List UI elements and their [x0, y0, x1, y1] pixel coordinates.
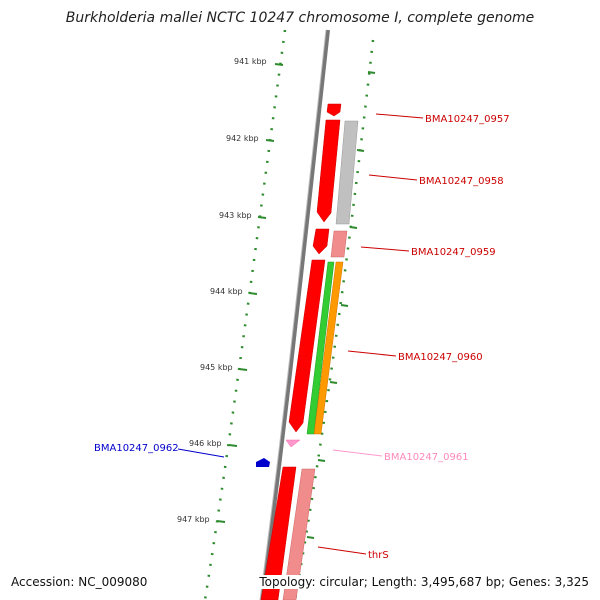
gene-feature-0957[interactable] [326, 103, 342, 117]
gene-features [256, 103, 359, 600]
minor-tick [317, 459, 326, 462]
gene-feature-0961[interactable] [285, 439, 301, 448]
gene-feature-0960-orange[interactable] [313, 261, 344, 435]
minor-tick [349, 226, 358, 229]
gene-feature-thrs-inner[interactable] [260, 466, 297, 600]
scale-tick [274, 63, 284, 66]
inner-dotted-track [203, 29, 287, 600]
scale-tick [238, 368, 248, 371]
minor-tick [340, 304, 349, 307]
minor-tick [367, 71, 376, 74]
scale-tick-label: 943 kbp [219, 211, 252, 220]
leader-line-0961 [332, 449, 383, 457]
leader-line-0957 [375, 113, 424, 119]
gene-label-thrs[interactable]: thrS [368, 550, 389, 561]
scale-tick [216, 520, 226, 523]
scale-tick-label: 941 kbp [234, 57, 267, 66]
gene-label-0959[interactable]: BMA10247_0959 [411, 247, 496, 258]
gene-feature-0958-outer[interactable] [335, 120, 359, 225]
scale-tick-label: 947 kbp [177, 515, 210, 524]
scale-ticks: 941 kbp 942 kbp 943 kbp 944 kbp 945 kbp … [177, 57, 376, 539]
scale-tick-label: 944 kbp [210, 287, 243, 296]
genome-summary: Topology: circular; Length: 3,495,687 bp… [256, 575, 592, 589]
scale-tick-label: 945 kbp [200, 363, 233, 372]
gene-label-0961[interactable]: BMA10247_0961 [384, 452, 469, 463]
leader-line-0962 [177, 448, 225, 458]
minor-tick [306, 536, 315, 539]
gene-label-0958[interactable]: BMA10247_0958 [419, 176, 504, 187]
gene-feature-thrs[interactable] [282, 468, 316, 600]
gene-feature-0960[interactable] [288, 259, 326, 433]
accession-info: Accession: NC_009080 [9, 575, 150, 589]
scale-tick [248, 292, 258, 295]
gene-feature-0959[interactable] [312, 228, 330, 255]
gene-feature-0959-outer[interactable] [330, 230, 348, 258]
leader-line-0958 [368, 174, 418, 181]
genome-backbone [260, 29, 330, 600]
gene-feature-0962[interactable] [256, 458, 270, 467]
genome-backbone-highlight [259, 29, 327, 600]
gene-label-0962[interactable]: BMA10247_0962 [94, 443, 179, 454]
map-title: Burkholderia mallei NCTC 10247 chromosom… [65, 10, 535, 26]
minor-tick [356, 149, 365, 152]
leader-line-0960 [347, 350, 397, 357]
scale-tick-label: 946 kbp [189, 439, 222, 448]
gene-labels: BMA10247_0957 BMA10247_0958 BMA10247_095… [94, 114, 510, 561]
scale-tick [228, 444, 238, 447]
minor-tick [329, 381, 338, 384]
scale-tick [265, 139, 275, 142]
leader-line-0959 [360, 246, 410, 252]
label-leaders [177, 113, 424, 555]
scale-tick-label: 942 kbp [226, 134, 259, 143]
gene-label-0960[interactable]: BMA10247_0960 [398, 352, 483, 363]
leader-line-thrs [317, 546, 367, 555]
scale-tick [257, 216, 267, 219]
gene-feature-0958[interactable] [316, 119, 341, 223]
gene-label-0957[interactable]: BMA10247_0957 [425, 114, 510, 125]
